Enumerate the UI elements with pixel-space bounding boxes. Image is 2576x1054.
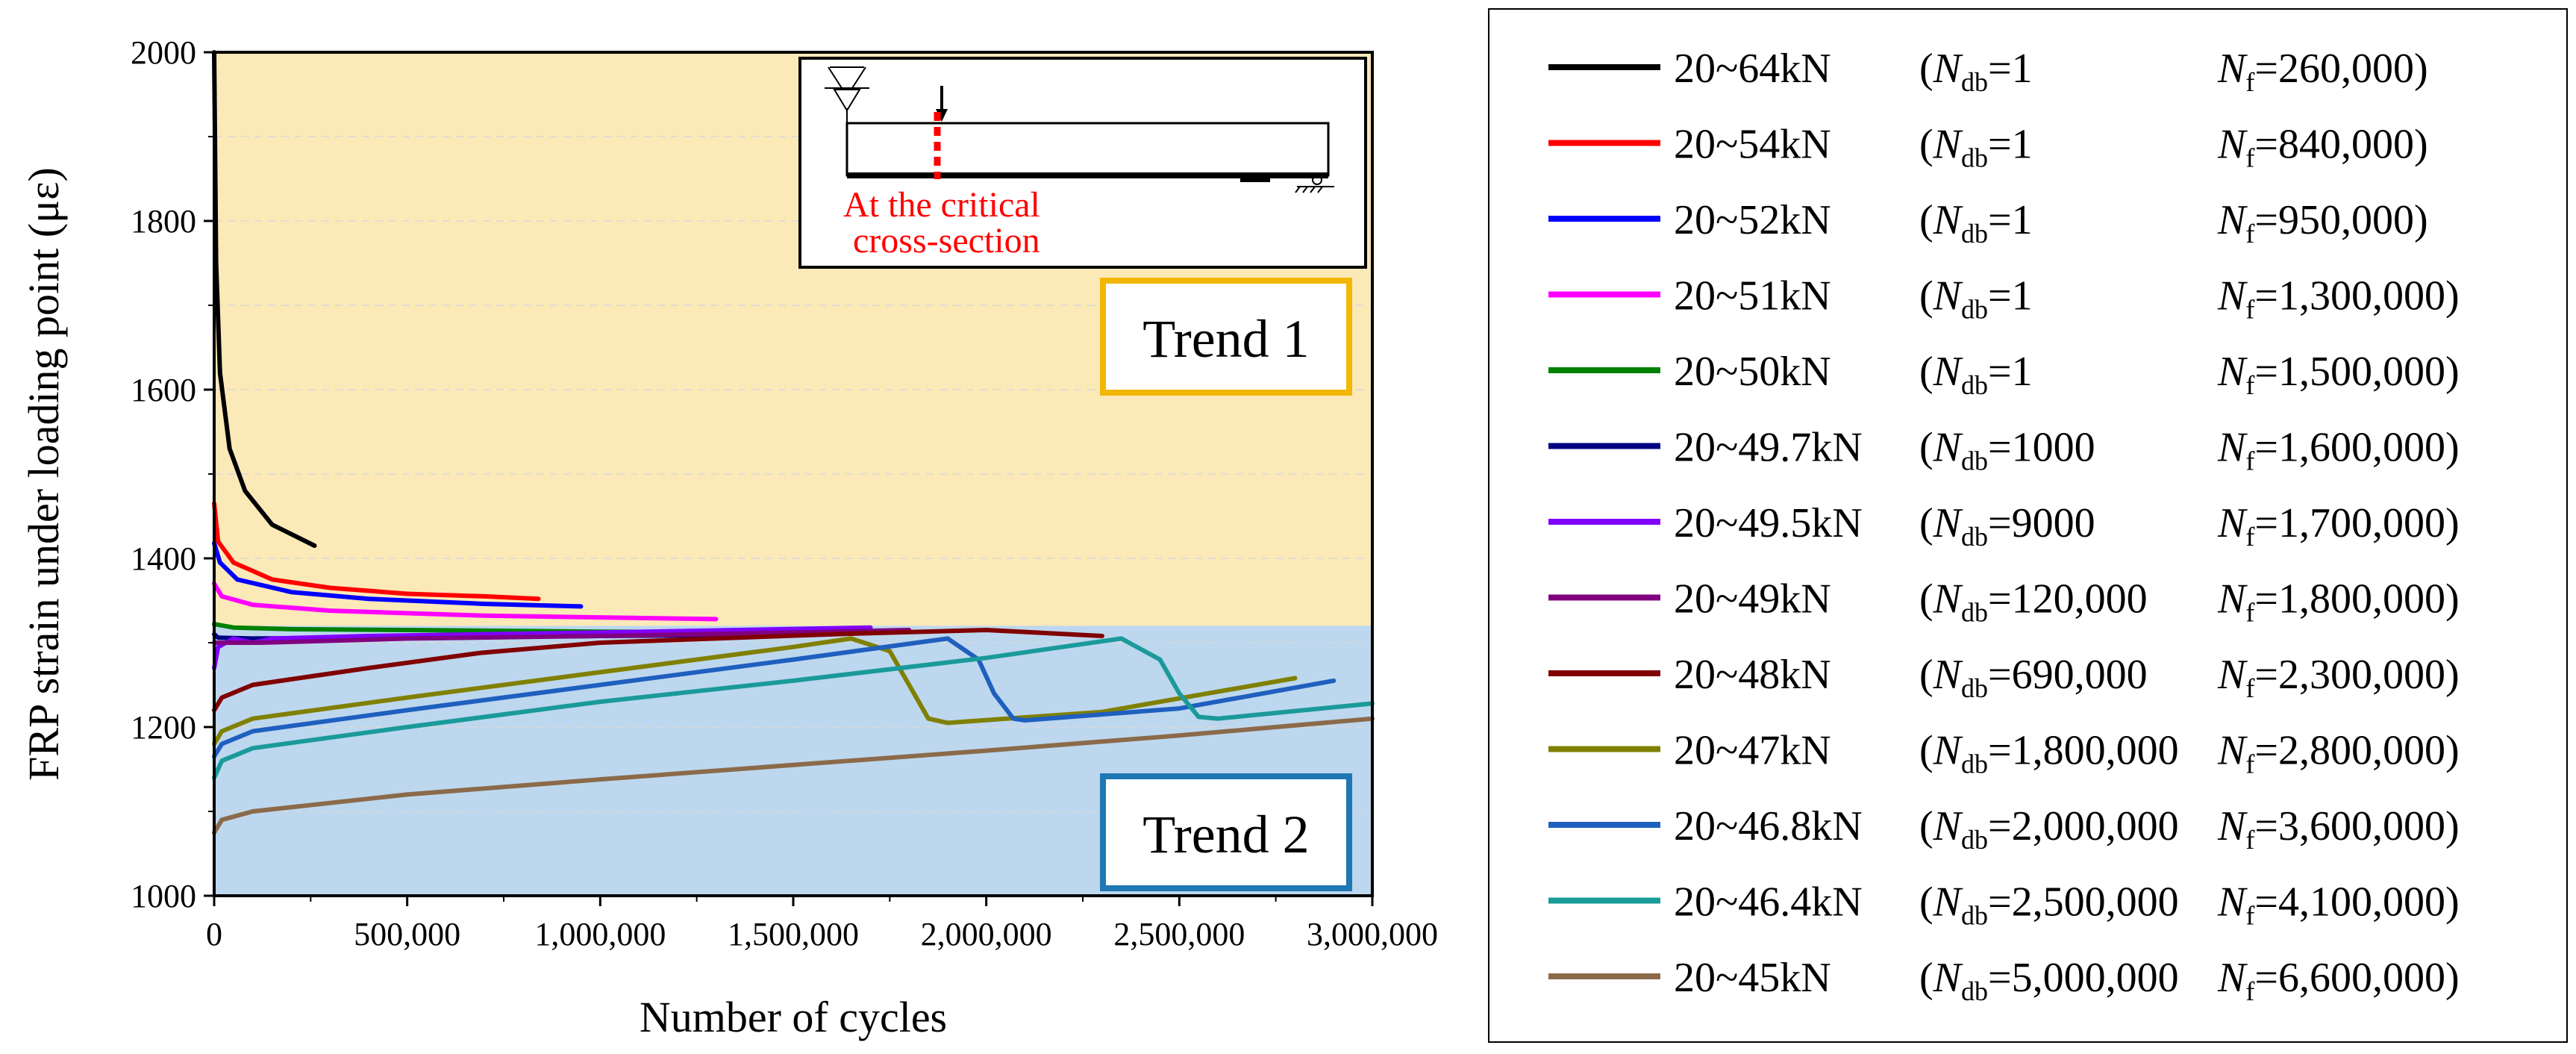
legend-item: 20~45kN (Ndb=5,000,000 Nf=6,600,000) (1548, 955, 2460, 1006)
legend-item: 20~50kN (Ndb=1 Nf=1,500,000) (1548, 349, 2460, 400)
legend-item: 20~49.7kN (Ndb=1000 Nf=1,600,000) (1548, 425, 2460, 476)
inset-caption-line1: At the critical (843, 185, 1040, 225)
beam (845, 122, 1330, 177)
series-line-2 (212, 501, 541, 602)
trend-2-box: Trend 2 (1100, 773, 1352, 891)
legend-series-name: 20~50kN (1674, 349, 1831, 395)
legend-series-name: 20~45kN (1674, 955, 1831, 1001)
series-line-8 (212, 628, 912, 645)
inset-caption-line2: cross-section (853, 221, 1040, 261)
trend-1-label: Trend 1 (1142, 309, 1309, 369)
trend-2-label: Trend 2 (1142, 805, 1309, 864)
x-tick-label: 0 (206, 916, 222, 952)
series-line-4 (212, 581, 719, 622)
legend-item: 20~64kN (Ndb=1 Nf=260,000) (1548, 46, 2428, 97)
x-tick-label: 2,500,000 (1113, 916, 1245, 952)
legend-item: 20~46.8kN (Ndb=2,000,000 Nf=3,600,000) (1548, 803, 2460, 855)
y-tick-label: 1200 (131, 709, 196, 746)
legend-item: 20~51kN (Ndb=1 Nf=1,300,000) (1548, 273, 2460, 325)
y-axis-label: FRP strain under loading point (με) (19, 167, 68, 781)
legend-series-name: 20~54kN (1674, 122, 1831, 168)
legend-nf: Nf=1,800,000) (2217, 576, 2460, 628)
x-axis-label: Number of cycles (640, 993, 947, 1041)
end-anchor (1240, 175, 1270, 182)
y-tick-label: 1600 (131, 372, 196, 408)
legend-item: 20~48kN (Ndb=690,000 Nf=2,300,000) (1548, 652, 2460, 703)
y-tick-label: 1800 (131, 203, 196, 240)
legend-series-name: 20~64kN (1674, 46, 1831, 92)
x-tick-label: 1,000,000 (534, 916, 666, 952)
legend-nf: Nf=2,800,000) (2217, 728, 2460, 779)
legend-series-name: 20~46.8kN (1674, 803, 1863, 849)
legend-nf: Nf=950,000) (2217, 197, 2428, 249)
legend-item: 20~54kN (Ndb=1 Nf=840,000) (1548, 122, 2428, 173)
x-tick-label: 3,000,000 (1307, 916, 1438, 952)
legend-nf: Nf=1,600,000) (2217, 425, 2460, 476)
legend-ndb: (Ndb=1 (1919, 349, 2033, 400)
x-tick-label: 2,000,000 (921, 916, 1052, 952)
legend-series-name: 20~52kN (1674, 197, 1831, 243)
legend-ndb: (Ndb=5,000,000 (1919, 955, 2179, 1006)
legend-nf: Nf=1,700,000) (2217, 500, 2460, 552)
legend-nf: Nf=1,500,000) (2217, 349, 2460, 400)
legend-series-name: 20~47kN (1674, 728, 1831, 774)
hinge-support-icon (825, 66, 869, 123)
legend-item: 20~49.5kN (Ndb=9000 Nf=1,700,000) (1548, 500, 2460, 552)
legend-series-name: 20~49.7kN (1674, 425, 1863, 471)
legend-nf: Nf=840,000) (2217, 122, 2428, 173)
legend-series-name: 20~48kN (1674, 652, 1831, 698)
legend-item: 20~52kN (Ndb=1 Nf=950,000) (1548, 197, 2428, 249)
legend-ndb: (Ndb=1 (1919, 273, 2033, 325)
series-line-13 (212, 716, 1375, 835)
legend-nf: Nf=2,300,000) (2217, 652, 2460, 703)
legend-ndb: (Ndb=1000 (1919, 425, 2095, 476)
legend-ndb: (Ndb=2,500,000 (1919, 879, 2179, 931)
y-tick-label: 2000 (131, 34, 196, 71)
series-line-10 (212, 636, 1298, 746)
y-axis: 1000 1200 1400 1600 1800 2000 (131, 34, 214, 914)
legend-ndb: (Ndb=9000 (1919, 500, 2095, 552)
legend-item: 20~47kN (Ndb=1,800,000 Nf=2,800,000) (1548, 728, 2460, 779)
legend-ndb: (Ndb=120,000 (1919, 576, 2148, 628)
series-line-12 (212, 636, 1375, 780)
legend-series-name: 20~51kN (1674, 273, 1831, 319)
legend-series-name: 20~49kN (1674, 576, 1831, 623)
x-axis: 0 500,000 1,000,000 1,500,000 2,000,000 2,500… (206, 896, 1438, 952)
roller-support-icon (1295, 175, 1334, 193)
series-line-3 (212, 540, 584, 609)
legend-item: 20~46.4kN (Ndb=2,500,000 Nf=4,100,000) (1548, 879, 2460, 931)
legend-nf: Nf=1,300,000) (2217, 273, 2460, 325)
y-tick-label: 1400 (131, 540, 196, 577)
series-line-11 (212, 636, 1337, 759)
legend: 20~64kN (Ndb=1 Nf=260,000) 20~54kN (Ndb=1 Nf=… (1548, 46, 2460, 1006)
legend-nf: Nf=3,600,000) (2217, 803, 2460, 855)
legend-frame (1488, 8, 2568, 1043)
legend-ndb: (Ndb=2,000,000 (1919, 803, 2179, 855)
x-tick-label: 1,500,000 (728, 916, 859, 952)
legend-nf: Nf=260,000) (2217, 46, 2428, 97)
legend-series-name: 20~49.5kN (1674, 500, 1863, 546)
series-layer (212, 50, 1375, 835)
y-tick-label: 1000 (131, 878, 196, 914)
series-line-9 (212, 628, 1104, 713)
legend-ndb: (Ndb=1 (1919, 46, 2033, 97)
legend-ndb: (Ndb=1 (1919, 197, 2033, 249)
legend-ndb: (Ndb=1 (1919, 122, 2033, 173)
series-line-1 (212, 50, 317, 548)
legend-ndb: (Ndb=1,800,000 (1919, 728, 2179, 779)
inset-diagram: At the critical cross-section (798, 57, 1367, 269)
legend-item: 20~49kN (Ndb=120,000 Nf=1,800,000) (1548, 576, 2460, 628)
x-tick-label: 500,000 (354, 916, 460, 952)
legend-ndb: (Ndb=690,000 (1919, 652, 2148, 703)
legend-nf: Nf=6,600,000) (2217, 955, 2460, 1006)
gridlines (214, 136, 1372, 812)
legend-nf: Nf=4,100,000) (2217, 879, 2460, 931)
legend-series-name: 20~46.4kN (1674, 879, 1863, 926)
trend-1-box: Trend 1 (1100, 278, 1352, 396)
